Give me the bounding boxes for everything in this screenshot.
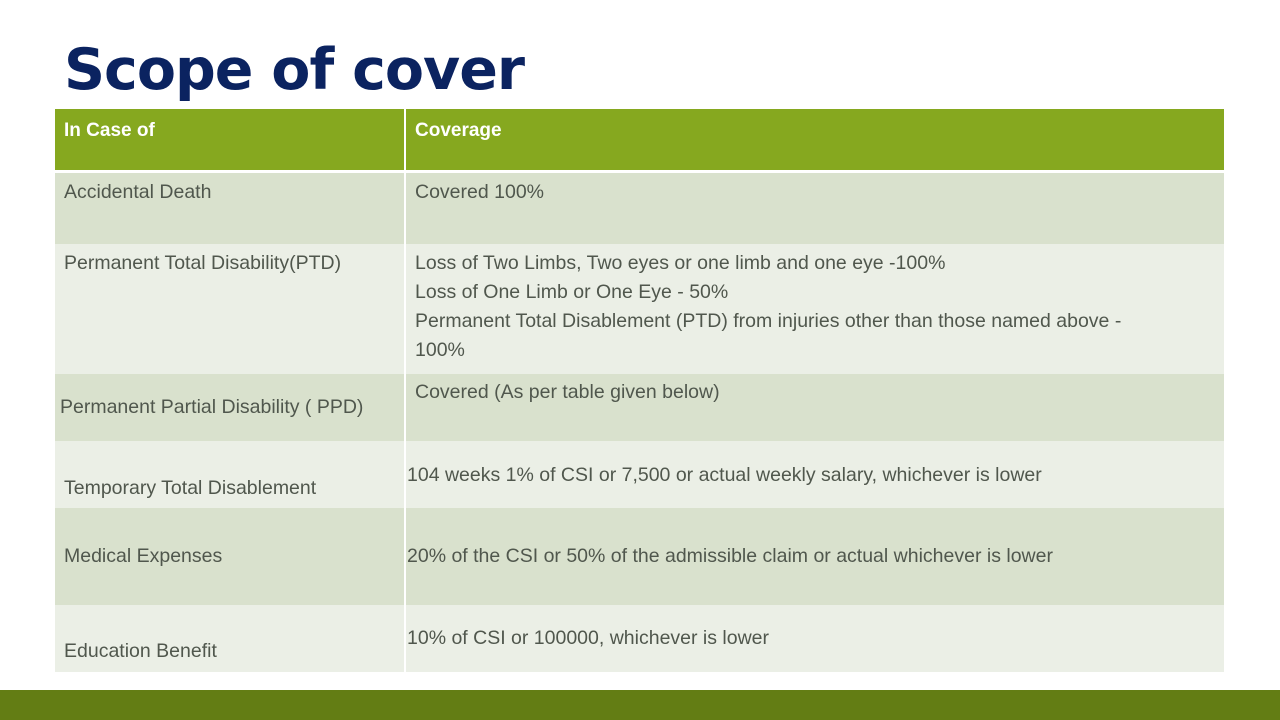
case-cell: Temporary Total Disablement <box>55 441 404 508</box>
table-header-row: In Case of Coverage <box>55 109 1224 173</box>
table-row: Accidental Death Covered 100% <box>55 173 1224 244</box>
coverage-line: 100% <box>415 339 465 361</box>
coverage-line: Loss of Two Limbs, Two eyes or one limb … <box>415 252 946 274</box>
table-row: Medical Expenses 20% of the CSI or 50% o… <box>55 508 1224 605</box>
coverage-cell: Covered (As per table given below) <box>404 374 1224 441</box>
table-row: Temporary Total Disablement 104 weeks 1%… <box>55 441 1224 508</box>
case-cell: Medical Expenses <box>55 508 404 605</box>
coverage-table: In Case of Coverage Accidental Death Cov… <box>55 109 1224 672</box>
bottom-accent-bar <box>0 690 1280 720</box>
coverage-cell: Loss of Two Limbs, Two eyes or one limb … <box>404 244 1224 374</box>
coverage-cell: 20% of the CSI or 50% of the admissible … <box>404 508 1224 605</box>
slide-title: Scope of cover <box>64 37 525 103</box>
header-coverage: Coverage <box>404 109 1224 173</box>
table-row: Permanent Partial Disability ( PPD) Cove… <box>55 374 1224 441</box>
case-cell: Accidental Death <box>55 173 404 244</box>
header-in-case-of: In Case of <box>55 109 404 173</box>
coverage-cell: 104 weeks 1% of CSI or 7,500 or actual w… <box>404 441 1224 508</box>
coverage-line: Loss of One Limb or One Eye - 50% <box>415 281 729 303</box>
coverage-cell: Covered 100% <box>404 173 1224 244</box>
case-cell: Education Benefit <box>55 605 404 672</box>
case-cell: Permanent Total Disability(PTD) <box>55 244 404 374</box>
coverage-line: Permanent Total Disablement (PTD) from i… <box>415 310 1122 332</box>
coverage-cell: 10% of CSI or 100000, whichever is lower <box>404 605 1224 672</box>
case-cell: Permanent Partial Disability ( PPD) <box>55 374 404 441</box>
table-row: Permanent Total Disability(PTD) Loss of … <box>55 244 1224 374</box>
table-row: Education Benefit 10% of CSI or 100000, … <box>55 605 1224 672</box>
